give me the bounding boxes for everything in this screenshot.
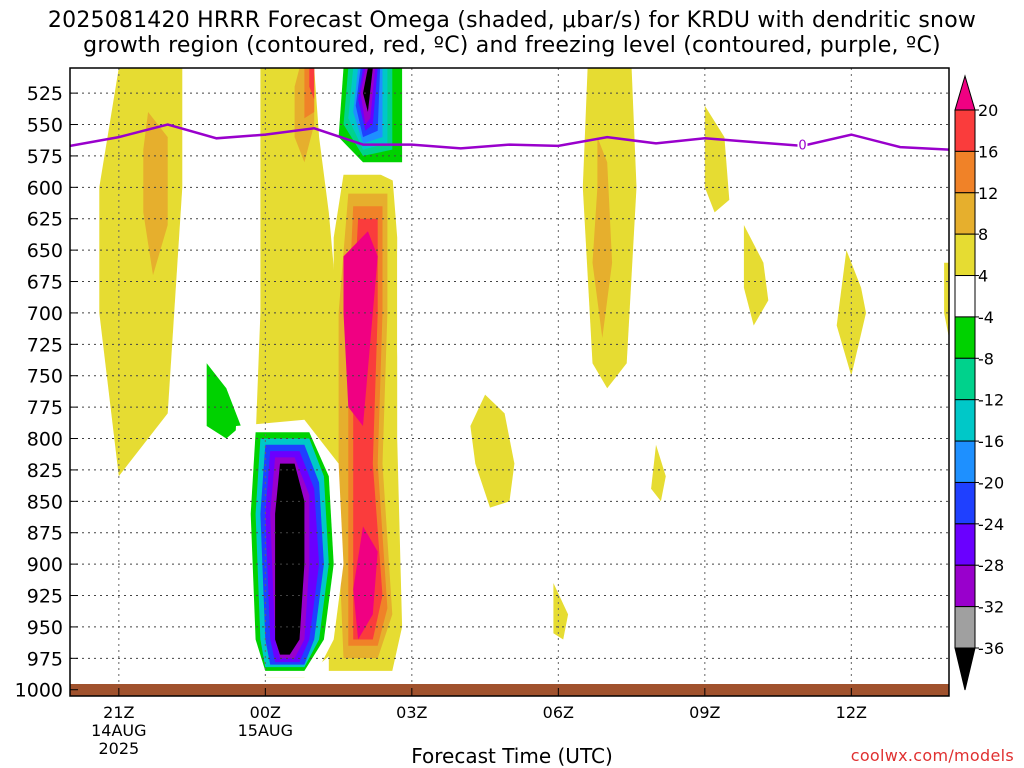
colorbar-label: -20	[978, 473, 1004, 492]
omega-region	[743, 225, 769, 326]
omega-region	[553, 583, 569, 640]
y-tick-label: 1000	[15, 680, 63, 702]
omega-region	[778, 413, 813, 477]
watermark: coolwx.com/models	[850, 746, 1014, 765]
colorbar-label: 4	[978, 267, 988, 286]
colorbar-box	[954, 399, 976, 442]
colorbar-label: -36	[978, 639, 1004, 658]
y-tick-label: 675	[27, 272, 63, 294]
colorbar-box	[954, 357, 976, 401]
colorbar-label: -8	[978, 349, 994, 368]
ground-surface	[70, 684, 949, 696]
colorbar-box	[954, 523, 976, 566]
colorbar-box	[954, 440, 976, 483]
freezing-level-contour: 0	[70, 123, 949, 154]
colorbar-label: -16	[978, 432, 1004, 451]
colorbar-label: -28	[978, 556, 1004, 575]
y-tick-label: 625	[27, 209, 63, 231]
omega-region	[206, 363, 241, 439]
colorbar-label: -4	[978, 308, 994, 327]
y-tick-label: 900	[27, 554, 63, 576]
omega-region	[353, 526, 378, 640]
colorbar-box	[954, 564, 976, 608]
y-tick-label: 825	[27, 460, 63, 482]
y-tick-label: 775	[27, 397, 63, 419]
colorbar-label: -24	[978, 515, 1004, 534]
y-tick-label: 800	[27, 429, 63, 451]
colorbar-box	[954, 150, 976, 194]
x-tick-label: 12Z	[836, 703, 867, 722]
omega-region	[363, 68, 373, 112]
x-tick-label: 03Z	[396, 703, 427, 722]
grid-lines	[70, 68, 949, 696]
freezing-level-label: 0	[798, 139, 806, 154]
x-axis-label: Forecast Time (UTC)	[411, 744, 613, 768]
y-tick-label: 875	[27, 523, 63, 545]
chart-title-line-1: 2025081420 HRRR Forecast Omega (shaded, …	[47, 8, 977, 33]
colorbar-label: 20	[978, 101, 998, 120]
y-tick-label: 525	[27, 83, 63, 105]
x-tick-label: 09Z	[689, 703, 720, 722]
chart-title-line-2: growth region (contoured, red, ºC) and f…	[83, 33, 941, 58]
x-tick-label: 15AUG	[238, 721, 293, 740]
colorbar-box	[954, 233, 976, 277]
omega-shading	[99, 68, 949, 678]
omega-region	[651, 444, 666, 502]
colorbar-label: 12	[978, 184, 998, 203]
omega-region	[275, 463, 305, 655]
freezing-label-bg	[797, 136, 808, 151]
x-tick-label: 14AUG	[91, 721, 146, 740]
y-tick-label: 650	[27, 240, 63, 262]
plot-frame	[69, 67, 950, 697]
colorbar-arrow-bottom	[954, 647, 976, 691]
colorbar-box	[954, 109, 976, 152]
colorbar-box	[954, 275, 976, 318]
omega-region	[704, 105, 730, 213]
colorbar-label: -32	[978, 598, 1004, 617]
colorbar-arrow-top	[954, 74, 976, 111]
y-tick-label: 950	[27, 617, 63, 639]
y-tick-label: 700	[27, 303, 63, 325]
omega-region	[143, 112, 168, 276]
omega-region	[343, 231, 378, 426]
y-tick-label: 550	[27, 115, 63, 137]
colorbar-box	[954, 192, 976, 235]
omega-region	[309, 68, 315, 100]
x-tick-label: 2025	[98, 739, 139, 758]
x-tick-label: 00Z	[250, 703, 281, 722]
omega-region	[470, 394, 515, 508]
colorbar-label: 8	[978, 225, 988, 244]
omega-region	[592, 137, 613, 338]
x-tick-label: 06Z	[543, 703, 574, 722]
y-tick-label: 600	[27, 177, 63, 199]
y-tick-label: 975	[27, 648, 63, 670]
colorbar-box	[954, 316, 976, 359]
colorbar-label: 16	[978, 142, 998, 161]
colorbar-box	[954, 606, 976, 649]
colorbar: 20 16 12 8 4 -4 -8 -12 -16 -20 -24 -28 -32 -36	[954, 74, 1004, 691]
y-tick-label: 750	[27, 366, 63, 388]
y-tick-label: 850	[27, 491, 63, 513]
omega-region	[328, 68, 432, 464]
y-axis: 525 550 575 600 625 650 675 700 725 750 775 800 825 8…	[15, 83, 78, 702]
x-tick-label: 21Z	[103, 703, 134, 722]
y-tick-label: 575	[27, 146, 63, 168]
y-tick-label: 925	[27, 586, 63, 608]
colorbar-label: -12	[978, 391, 1004, 410]
omega-region	[690, 513, 725, 659]
colorbar-box	[954, 481, 976, 525]
y-tick-label: 725	[27, 334, 63, 356]
